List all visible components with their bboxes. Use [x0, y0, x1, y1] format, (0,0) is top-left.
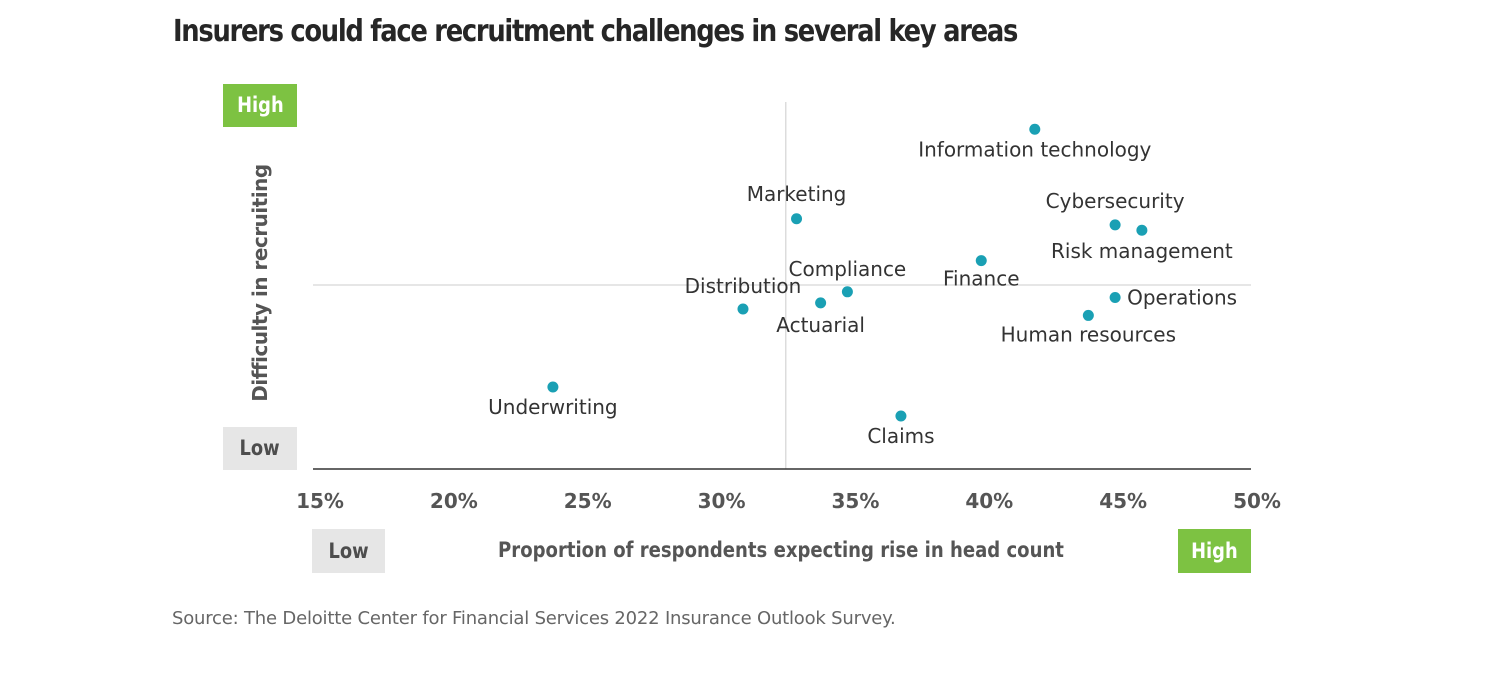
x-tick-label: 15% — [296, 489, 344, 513]
x-tick-label: 20% — [430, 489, 478, 513]
data-point-label: Information technology — [918, 137, 1151, 161]
data-point — [1082, 309, 1094, 321]
data-points: Information technology Marketing Cybersecu… — [488, 123, 1237, 448]
x-axis-title: Proportion of respondents expecting rise… — [498, 538, 1064, 562]
data-point-label: Compliance — [789, 257, 907, 281]
data-point-label: Risk management — [1051, 239, 1233, 263]
data-point — [791, 213, 803, 225]
y-low-label: Low — [239, 436, 281, 460]
data-point — [547, 381, 559, 393]
data-point-label: Marketing — [747, 182, 847, 206]
data-point-label: Finance — [943, 267, 1020, 291]
x-tick-label: 50% — [1233, 489, 1281, 513]
x-low-label: Low — [328, 538, 369, 563]
x-tick-label: 30% — [698, 489, 746, 513]
x-high-badge: High — [1178, 529, 1251, 573]
y-high-label: High — [236, 93, 284, 117]
data-point-label: Claims — [867, 424, 934, 448]
data-point — [975, 255, 987, 267]
y-high-badge: High — [223, 84, 297, 127]
data-point-label: Human resources — [1001, 322, 1176, 346]
data-point — [1109, 219, 1121, 231]
data-point-label: Cybersecurity — [1046, 189, 1185, 213]
x-tick-label: 35% — [831, 489, 879, 513]
data-point — [815, 297, 827, 309]
y-low-badge: Low — [223, 427, 297, 470]
x-tick-label: 45% — [1099, 489, 1147, 513]
data-point — [1136, 224, 1148, 236]
data-point-label: Underwriting — [488, 395, 617, 419]
data-point — [895, 410, 907, 422]
x-high-label: High — [1191, 538, 1238, 563]
data-point-label: Distribution — [685, 274, 802, 298]
x-tick-labels: 15% 20% 25% 30% 35% 40% 45% 50% — [296, 489, 1281, 513]
x-tick-label: 25% — [564, 489, 612, 513]
data-point — [1109, 292, 1121, 304]
chart-title: Insurers could face recruitment challeng… — [173, 14, 1018, 49]
data-point-label: Operations — [1127, 286, 1237, 310]
data-point — [841, 286, 853, 298]
x-low-badge: Low — [312, 529, 385, 573]
data-point — [1029, 123, 1041, 135]
source-note: Source: The Deloitte Center for Financia… — [172, 608, 896, 629]
data-point-label: Actuarial — [776, 313, 865, 337]
x-tick-label: 40% — [965, 489, 1013, 513]
data-point — [737, 303, 749, 315]
